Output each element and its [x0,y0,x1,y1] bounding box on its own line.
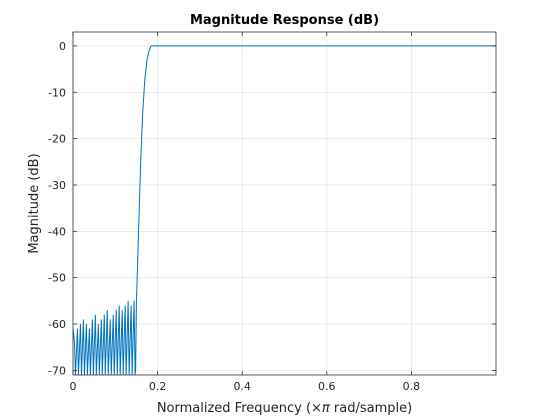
x-axis-label-symbol: ×π [311,401,330,416]
grid-lines [72,32,496,375]
data-layer [73,45,496,375]
x-tick-label: 0.2 [149,380,167,393]
x-axis-label-prefix: Normalized Frequency ( [157,401,311,416]
y-axis-label: Magnitude (dB) [27,153,42,253]
y-tick-label: -10 [48,86,66,99]
x-tick-label: 0.4 [233,380,251,393]
x-tick-label: 0.6 [318,380,336,393]
y-tick-label: -50 [48,272,66,285]
plot-background [73,32,496,375]
plot-frame [72,31,497,376]
x-axis-label-suffix: rad/sample) [330,401,412,416]
x-axis-label: Normalized Frequency (×π rad/sample) [157,401,412,416]
y-tick-label: -30 [48,179,66,192]
x-tick-label: 0 [70,380,77,393]
y-tick-label: -60 [48,318,66,331]
y-tick-label: 0 [59,40,66,53]
x-tick-label: 0.8 [403,380,421,393]
y-tick-label: -40 [48,225,66,238]
y-tick-label: -70 [48,364,66,377]
chart-title: Magnitude Response (dB) [190,13,379,28]
magnitude-curve [73,45,496,375]
y-tick-label: -20 [48,133,66,146]
axis-ticks: 0 0.2 0.4 0.6 0.8 0 -10 -20 -30 -40 -50 -60 -70 [48,32,496,393]
